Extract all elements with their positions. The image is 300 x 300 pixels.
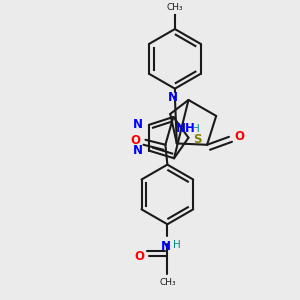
Text: O: O — [130, 134, 140, 147]
Text: N: N — [133, 144, 143, 157]
Text: NH: NH — [176, 122, 196, 135]
Text: N: N — [168, 91, 178, 104]
Text: O: O — [134, 250, 145, 262]
Text: H: H — [192, 124, 200, 134]
Text: N: N — [160, 240, 170, 253]
Text: CH₃: CH₃ — [159, 278, 176, 287]
Text: N: N — [133, 118, 143, 131]
Text: H: H — [173, 240, 181, 250]
Text: CH₃: CH₃ — [167, 3, 183, 12]
Text: O: O — [234, 130, 244, 143]
Text: S: S — [194, 133, 202, 146]
